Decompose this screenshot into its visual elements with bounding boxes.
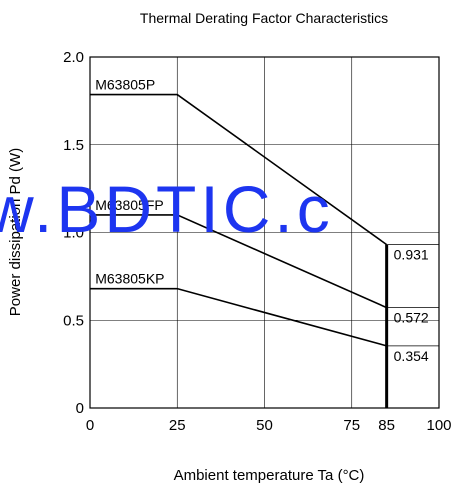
series-label: M63805KP bbox=[95, 271, 164, 287]
series-label: M63805P bbox=[95, 77, 155, 93]
y-tick-label: 1.5 bbox=[63, 137, 84, 154]
y-tick-label: 2.0 bbox=[63, 49, 84, 66]
x-tick-label: 0 bbox=[86, 417, 94, 434]
x-axis-label: Ambient temperature Ta (°C) bbox=[174, 467, 365, 484]
x-tick-label: 75 bbox=[343, 417, 360, 434]
tick-labels: 0 25 50 75 85 100 0 0.5 1.0 1.5 2.0 bbox=[63, 49, 451, 434]
x-tick-label: 100 bbox=[426, 417, 451, 434]
x-tick-label: 25 bbox=[169, 417, 186, 434]
chart-title: Thermal Derating Factor Characteristics bbox=[140, 10, 388, 26]
series-line bbox=[90, 214, 387, 309]
x-tick-label: 50 bbox=[256, 417, 273, 434]
watermark-text: w.BDTIC.c bbox=[0, 172, 334, 246]
end-value-label: 0.931 bbox=[394, 247, 429, 263]
plot-frame bbox=[89, 56, 440, 409]
series-label: M63805FP bbox=[95, 197, 163, 213]
series-line bbox=[90, 93, 388, 246]
series-line bbox=[90, 287, 387, 347]
end-value-label: 0.354 bbox=[394, 348, 429, 364]
x-tick-label: 85 bbox=[378, 417, 395, 434]
y-axis-label: Power dissipation Pd (W) bbox=[7, 148, 24, 316]
end-value-label: 0.572 bbox=[394, 310, 429, 326]
series-lines: M63805P 0.931 M63805FP 0.572 M63805KP 0.354 bbox=[90, 77, 439, 408]
y-tick-label: 1.0 bbox=[63, 225, 84, 242]
y-tick-label: 0 bbox=[76, 400, 84, 417]
y-tick-label: 0.5 bbox=[63, 312, 84, 329]
